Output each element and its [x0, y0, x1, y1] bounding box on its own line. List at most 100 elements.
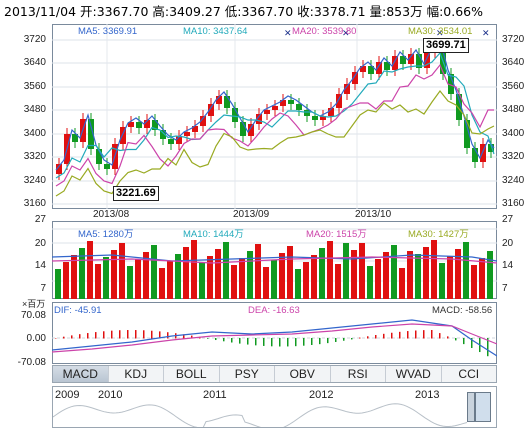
tab-obv[interactable]: OBV [275, 366, 331, 382]
navigator-year: 2013 [415, 389, 440, 401]
volume-bar [287, 246, 293, 299]
candle-body [296, 104, 302, 110]
volume-bar [415, 254, 421, 299]
candle-body [320, 116, 326, 120]
macd-bar [95, 332, 97, 339]
event-marker: ✕ [342, 29, 350, 39]
tab-rsi[interactable]: RSI [331, 366, 386, 382]
macd-bar [399, 331, 401, 339]
candle-body [376, 62, 382, 74]
macd-bar [159, 331, 161, 339]
navigator-left-handle[interactable] [467, 392, 475, 422]
tab-macd[interactable]: MACD [53, 366, 109, 382]
macd-bar [135, 330, 137, 339]
candle-body [392, 56, 398, 70]
candle-body [96, 149, 102, 164]
macd-bar [207, 338, 209, 339]
volume-bar [279, 253, 285, 299]
tab-psy[interactable]: PSY [220, 366, 275, 382]
volume-bar [375, 259, 381, 299]
candle-body [176, 136, 182, 144]
candle-body [464, 120, 470, 148]
event-marker: ✕ [482, 29, 490, 39]
price-axis-label: 3160 [502, 198, 525, 209]
candle-body [272, 106, 278, 110]
macd-bar [271, 338, 273, 347]
macd-bar [215, 338, 217, 341]
volume-bar [239, 258, 245, 299]
month-label: 2013/10 [355, 209, 392, 220]
volume-bar [247, 251, 253, 299]
macd-legend: MACD: -58.56 [432, 305, 493, 316]
macd-bar [79, 334, 81, 339]
ma20-legend: MA20: 3539.80 [292, 26, 357, 37]
volume-bar [271, 260, 277, 299]
price-axis-label: 3640 [502, 57, 525, 68]
volume-axis-label: 14 [502, 260, 514, 271]
macd-bar [311, 338, 313, 346]
volume-bar [359, 243, 365, 299]
tab-boll[interactable]: BOLL [164, 366, 220, 382]
macd-bar [391, 332, 393, 339]
volume-bar [423, 247, 429, 299]
navigator-year: 2009 [55, 389, 80, 401]
candle-body [328, 108, 334, 116]
volume-axis-label: 27 [34, 214, 46, 225]
macd-bar [255, 338, 257, 346]
macd-axis-label: 70.08 [20, 310, 46, 321]
high-price-marker: 3699.71 [423, 38, 469, 53]
price-axis-label: 3560 [502, 81, 525, 92]
vol-ma5-line [52, 254, 497, 262]
macd-bar [183, 334, 185, 339]
price-axis-label: 3480 [502, 104, 525, 115]
volume-bar [367, 266, 373, 299]
navigator-selection-window[interactable] [475, 392, 491, 422]
ma10-legend: MA10: 3437.64 [183, 26, 248, 37]
vol-ma5-legend: MA5: 1280万 [78, 229, 134, 240]
macd-bar [111, 330, 113, 339]
macd-bar [191, 335, 193, 339]
tab-wvad[interactable]: WVAD [386, 366, 442, 382]
price-axis-label: 3240 [502, 175, 525, 186]
volume-bar [191, 240, 197, 299]
macd-bar [103, 331, 105, 339]
candle-body [336, 94, 342, 108]
volume-bar [79, 248, 85, 299]
volume-bar [135, 259, 141, 299]
candle-body [248, 124, 254, 136]
candle-body [160, 130, 166, 139]
candle-body [456, 94, 462, 120]
macd-bar [167, 332, 169, 339]
macd-bar [423, 330, 425, 339]
macd-bar [231, 338, 233, 343]
price-axis-label: 3560 [23, 81, 46, 92]
volume-bar [303, 262, 309, 299]
macd-bar [439, 333, 441, 339]
event-marker: ✕ [284, 29, 292, 39]
price-axis-label: 3640 [23, 57, 46, 68]
volume-axis-label: 20 [502, 238, 514, 249]
price-axis-label: 3320 [502, 151, 525, 162]
candle-body [312, 116, 318, 120]
candle-body [232, 108, 238, 122]
candle-body [256, 114, 262, 124]
volume-bar [471, 265, 477, 299]
macd-axis-label: 0.00 [26, 333, 46, 344]
volume-bar [199, 263, 205, 299]
candle-body [304, 110, 310, 116]
volume-axis-label: 27 [502, 214, 514, 225]
ma5-legend: MA5: 3369.91 [78, 26, 138, 37]
tab-kdj[interactable]: KDJ [109, 366, 164, 382]
volume-unit-label: ×百万 [22, 299, 46, 309]
price-axis-label: 3480 [23, 104, 46, 115]
timeline-navigator[interactable]: 2009 2010 2011 2012 2013 [52, 386, 497, 428]
candle-body [480, 144, 486, 162]
volume-bar [407, 251, 413, 299]
macd-bar [87, 333, 89, 339]
volume-bar [295, 269, 301, 299]
macd-bar [351, 338, 353, 340]
price-axis-label: 3320 [23, 151, 46, 162]
event-marker: ✕ [436, 29, 444, 39]
tab-cci[interactable]: CCI [458, 367, 480, 381]
month-label: 2013/09 [233, 209, 270, 220]
